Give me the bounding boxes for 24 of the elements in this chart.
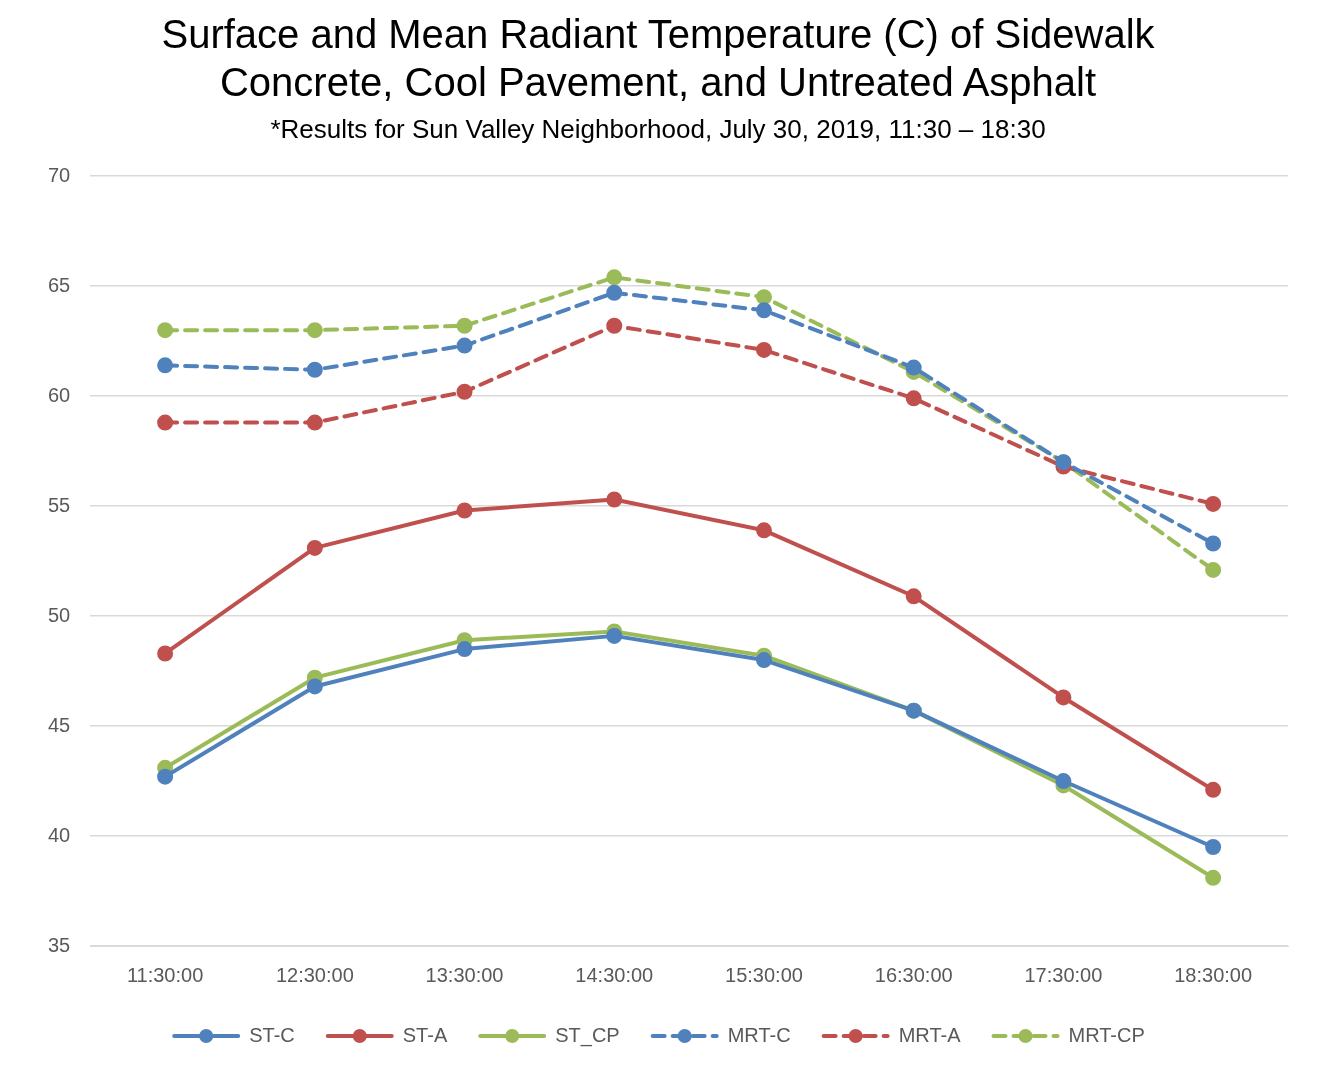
chart-title: Surface and Mean Radiant Temperature (C) of Sidewalk Concrete, Cool Pavement, and Untreated Asphalt [161, 12, 1156, 105]
y-tick-label: 40 [48, 823, 71, 846]
x-tick-label: 11:30:00 [126, 963, 204, 986]
chart-subtitle: *Results for Sun Valley Neighborhood, July 30, 2019, 11:30 – 18:30 [270, 113, 1046, 144]
legend-label: MRT-A [898, 1023, 962, 1046]
x-tick-label: 18:30:00 [1174, 963, 1253, 986]
x-tick-label: 15:30:00 [725, 963, 803, 986]
y-tick-label: 55 [48, 493, 71, 516]
legend-label: ST-C [249, 1023, 295, 1046]
x-tick-label: 13:30:00 [425, 963, 504, 986]
x-tick-label: 16:30:00 [874, 963, 953, 986]
x-tick-label: 12:30:00 [275, 963, 354, 986]
x-tick-label: 14:30:00 [575, 963, 654, 986]
x-tick-label: 17:30:00 [1024, 963, 1103, 986]
y-tick-label: 65 [48, 273, 71, 296]
legend-label: MRT-CP [1068, 1023, 1145, 1046]
y-tick-label: 60 [48, 383, 71, 406]
y-tick-label: 35 [48, 933, 71, 956]
y-tick-label: 70 [48, 163, 71, 186]
y-tick-label: 50 [48, 603, 71, 626]
legend-label: ST_CP [555, 1023, 620, 1047]
y-tick-label: 45 [48, 713, 71, 736]
legend-label: MRT-C [727, 1023, 791, 1046]
legend-label: ST-A [402, 1023, 448, 1046]
